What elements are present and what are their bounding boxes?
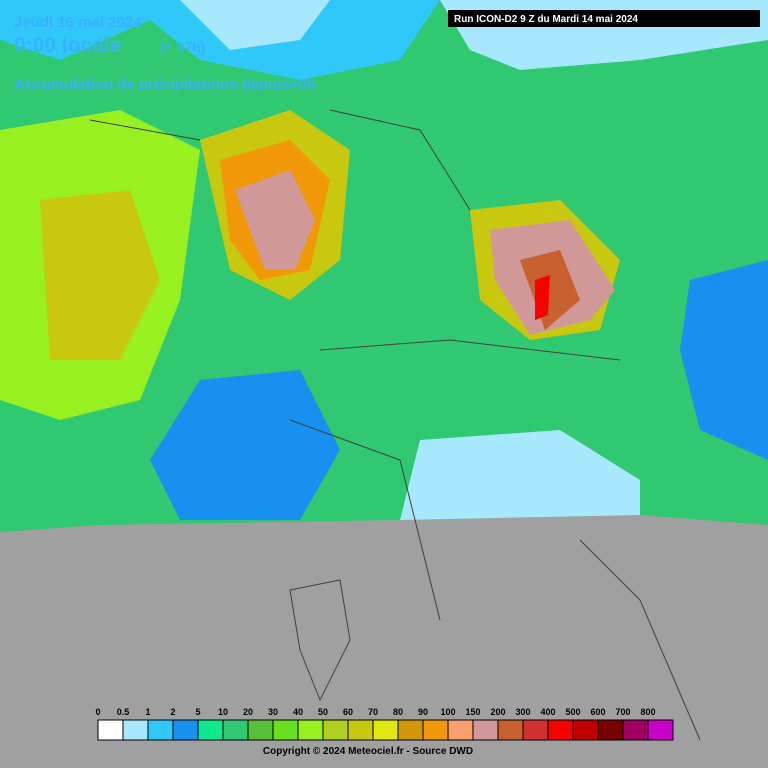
legend-swatch	[297, 719, 324, 741]
offset: (+ 37h)	[160, 39, 206, 55]
peak-rain	[535, 275, 550, 320]
legend-label: 5	[195, 707, 200, 717]
subtitle: Accumulation de précipitations depuis+0h	[14, 76, 316, 93]
date: Jeudi 16 mai 2024	[14, 14, 142, 31]
legend-label: 50	[318, 707, 328, 717]
legend-swatch	[447, 719, 474, 741]
legend-swatch	[422, 719, 449, 741]
legend-label: 150	[465, 707, 480, 717]
legend-label: 600	[590, 707, 605, 717]
legend-swatch	[572, 719, 599, 741]
legend-swatch	[322, 719, 349, 741]
legend: 0 0.5 1 2 5 10 20 30 40 50 60 70 80 90 100 150 200 300 400…	[95, 707, 674, 741]
legend-swatch	[347, 719, 374, 741]
run-label: Run ICON-D2 9 Z du Mardi 14 mai 2024	[454, 14, 638, 25]
legend-swatch	[97, 719, 124, 741]
rain-south	[150, 370, 340, 520]
legend-swatch	[647, 719, 674, 741]
legend-label: 1	[145, 707, 150, 717]
legend-swatch	[597, 719, 624, 741]
legend-swatch	[247, 719, 274, 741]
legend-swatch	[147, 719, 174, 741]
legend-label: 200	[490, 707, 505, 717]
legend-label: 700	[615, 707, 630, 717]
legend-label: 800	[640, 707, 655, 717]
legend-label: 90	[418, 707, 428, 717]
core-rain	[520, 250, 580, 330]
legend-label: 2	[170, 707, 175, 717]
extreme-rain	[235, 170, 315, 270]
coastline	[289, 579, 351, 702]
legend-swatch	[397, 719, 424, 741]
legend-swatch	[497, 719, 524, 741]
legend-swatch	[372, 719, 399, 741]
legend-swatch	[472, 719, 499, 741]
legend-label: 80	[393, 707, 403, 717]
legend-swatch	[272, 719, 299, 741]
legend-label: 300	[515, 707, 530, 717]
legend-swatch	[547, 719, 574, 741]
legend-swatch	[522, 719, 549, 741]
legend-label: 60	[343, 707, 353, 717]
run-box	[448, 10, 760, 27]
legend-label: 400	[540, 707, 555, 717]
legend-label: 500	[565, 707, 580, 717]
legend-label: 0	[95, 707, 100, 717]
legend-label: 20	[243, 707, 253, 717]
heavy-rain-west	[40, 190, 160, 360]
rain-east	[680, 260, 768, 460]
legend-label: 40	[293, 707, 303, 717]
legend-swatch	[172, 719, 199, 741]
legend-label: 70	[368, 707, 378, 717]
legend-label: 100	[440, 707, 455, 717]
legend-swatch	[122, 719, 149, 741]
light-rain-south	[400, 430, 640, 520]
legend-label: 10	[218, 707, 228, 717]
legend-label: 0.5	[117, 707, 130, 717]
borders	[89, 109, 701, 741]
light-rain	[180, 0, 330, 50]
legend-swatch	[222, 719, 249, 741]
time: 0:00 locale	[14, 34, 121, 57]
legend-label: 30	[268, 707, 278, 717]
legend-swatch	[622, 719, 649, 741]
copyright: Copyright © 2024 Meteociel.fr - Source D…	[263, 746, 473, 757]
legend-swatch	[197, 719, 224, 741]
